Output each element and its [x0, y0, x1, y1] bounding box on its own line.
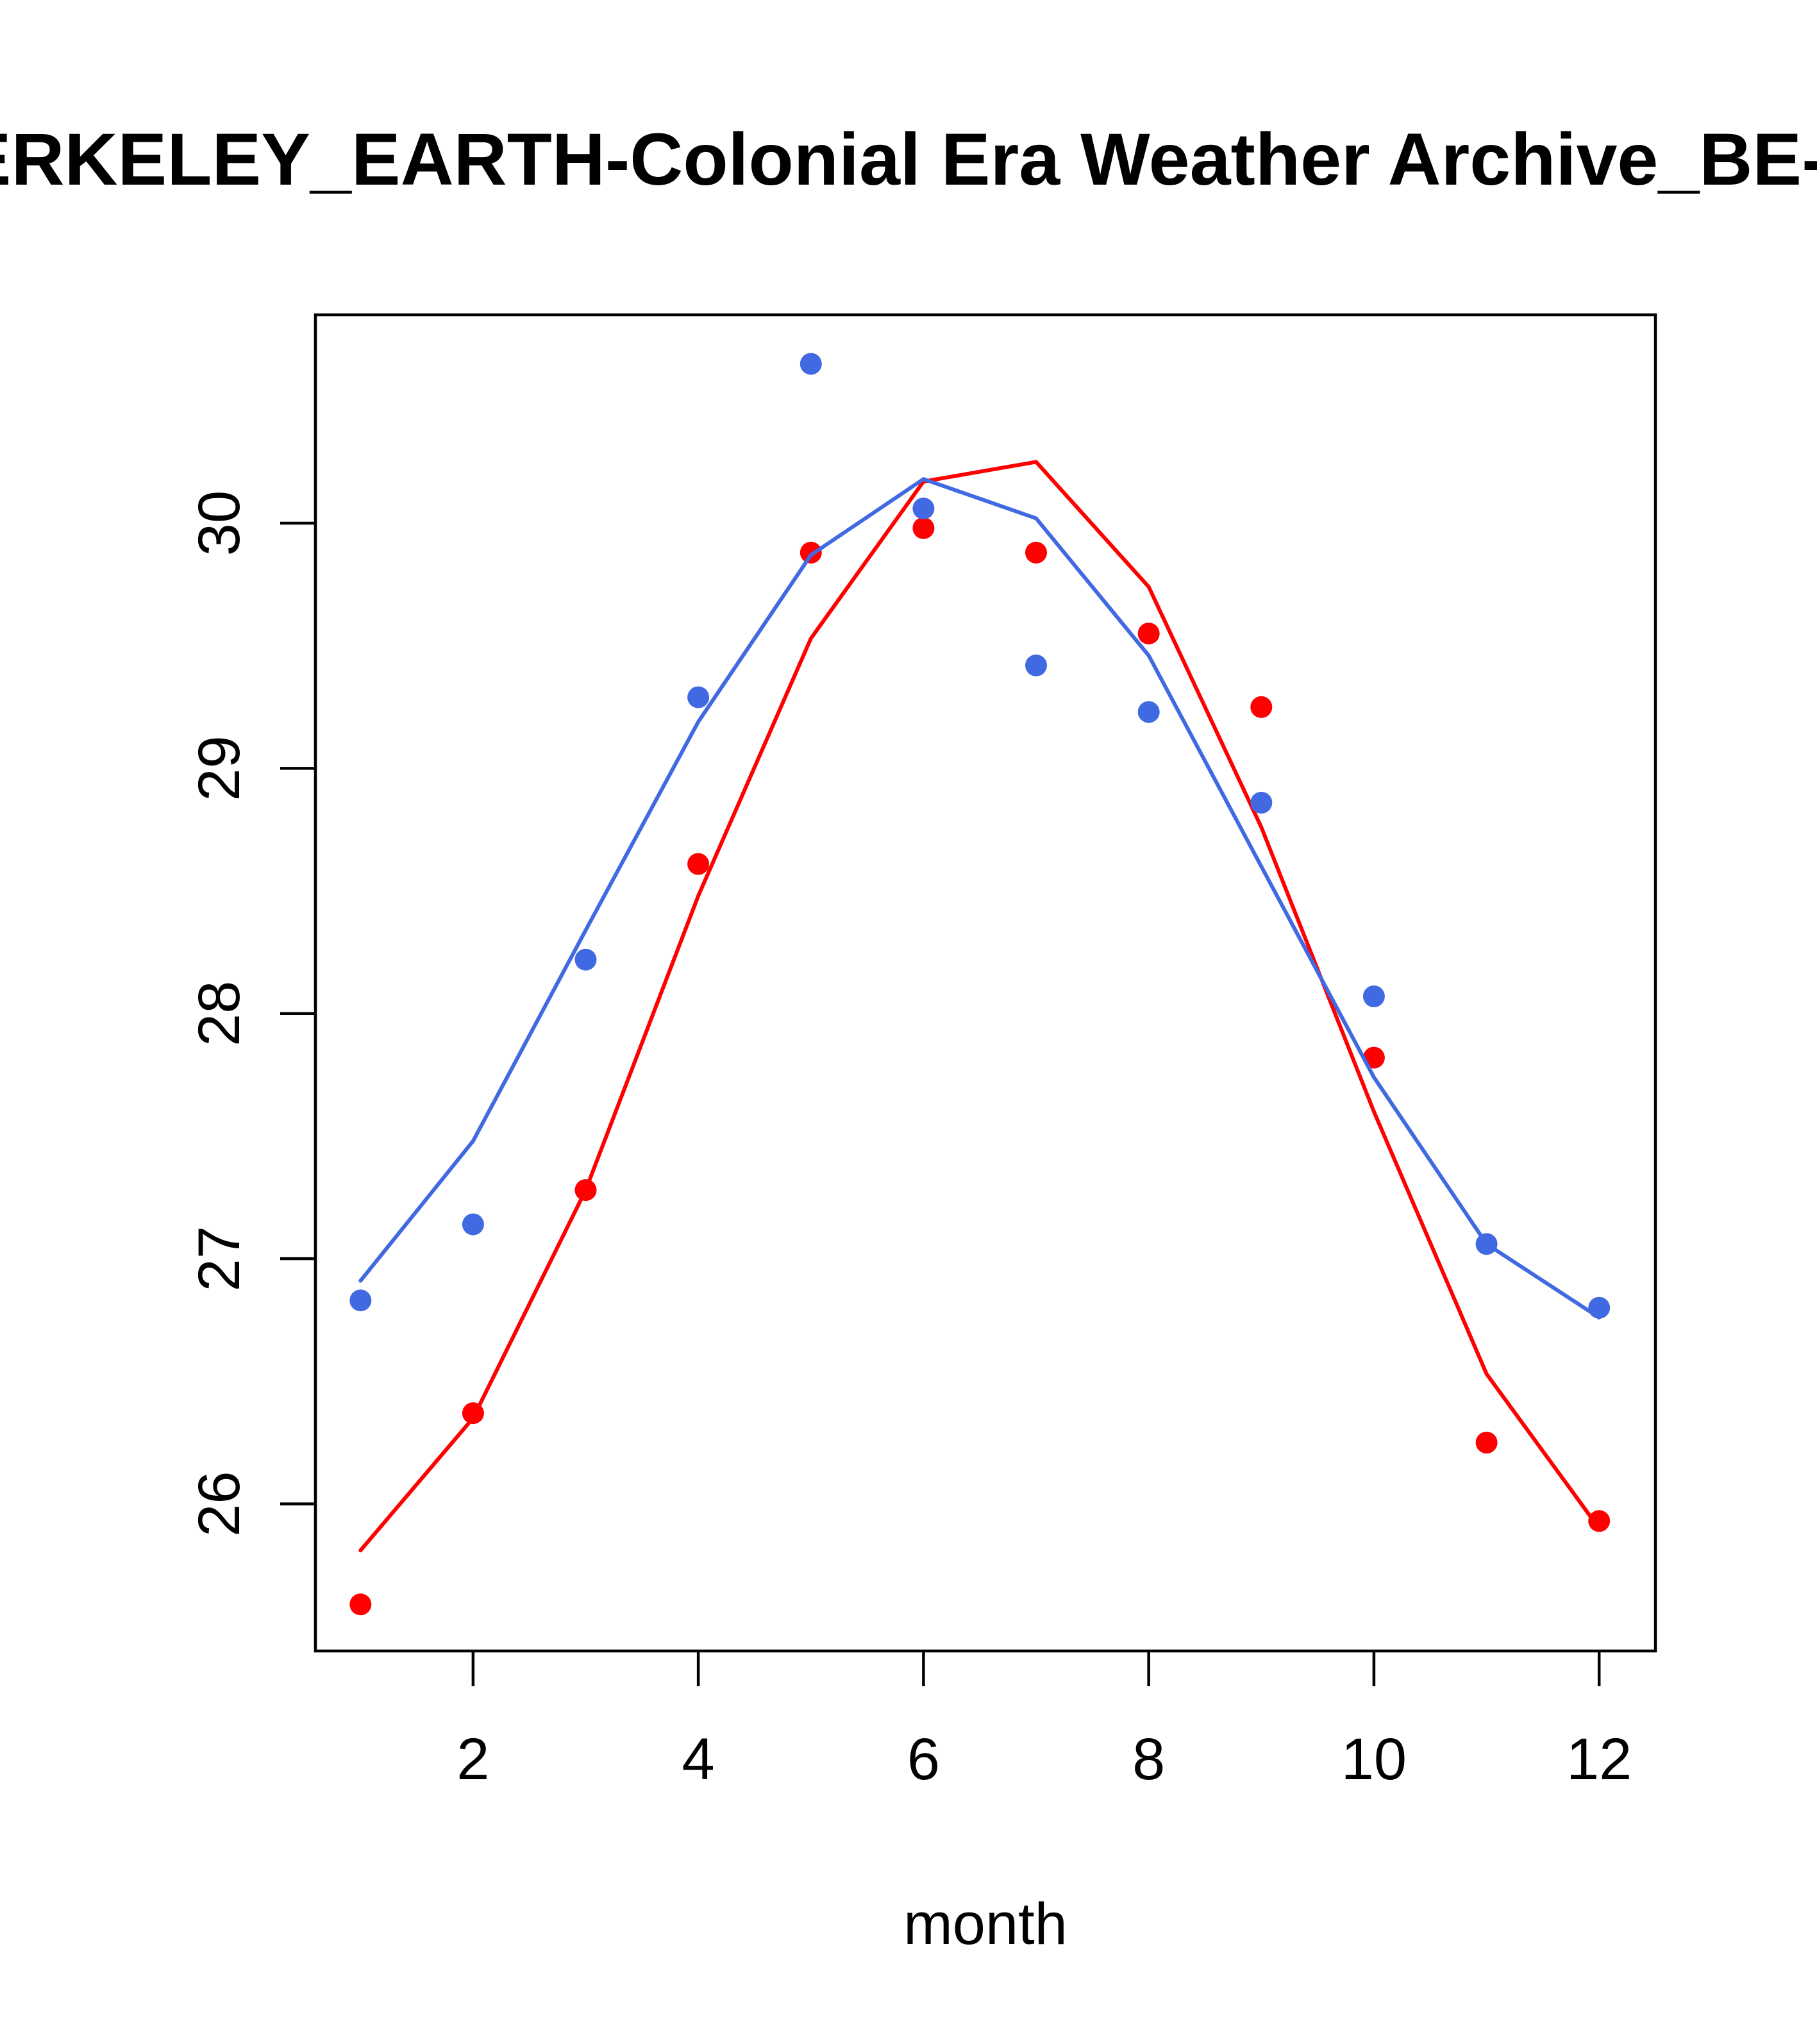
- series-1-point: [1137, 701, 1160, 723]
- series-0-point: [349, 1593, 372, 1616]
- series-1-point: [1475, 1233, 1498, 1255]
- series-1-point: [349, 1289, 372, 1312]
- series-0: [349, 460, 1611, 1616]
- x-tick-label: 2: [456, 1727, 489, 1792]
- y-axis: 26 27 28 29 30: [187, 490, 315, 1537]
- series-0-point: [1475, 1432, 1498, 1453]
- y-tick-label: 28: [187, 981, 252, 1046]
- series-1-point: [1025, 654, 1047, 676]
- series-1-point: [1250, 791, 1273, 814]
- y-tick-label: 26: [187, 1471, 252, 1536]
- series-1-point: [1362, 985, 1385, 1007]
- x-tick-label: 4: [682, 1727, 715, 1792]
- chart-title: BERKELEY_EARTH-Colonial Era Weather Arch…: [0, 119, 1817, 201]
- series-0-point: [1025, 541, 1047, 564]
- series-0-point: [574, 1179, 597, 1202]
- series-0-point: [1588, 1510, 1611, 1532]
- plot-frame: [314, 313, 1657, 1653]
- x-tick-label: 12: [1566, 1727, 1632, 1792]
- series-1-point: [800, 353, 822, 375]
- series-0-point: [912, 517, 935, 539]
- y-tick-label: 30: [187, 490, 252, 556]
- x-tick-label: 6: [907, 1727, 940, 1792]
- series-0-point: [800, 541, 822, 564]
- plot-area: [349, 353, 1611, 1616]
- series-0-point: [1137, 623, 1160, 645]
- series-0-point: [462, 1402, 484, 1425]
- series-0-point: [1250, 696, 1273, 718]
- x-tick-label: 10: [1341, 1727, 1407, 1792]
- series-1-point: [462, 1213, 484, 1236]
- series-1: [349, 353, 1611, 1319]
- y-tick-label: 29: [187, 735, 252, 801]
- series-1-point: [687, 686, 710, 708]
- x-axis: 2 4 6 8 10 12: [456, 1651, 1632, 1792]
- y-tick-label: 27: [187, 1226, 252, 1291]
- series-1-point: [1588, 1296, 1611, 1319]
- series-0-point: [687, 853, 710, 875]
- x-axis-label: month: [903, 1891, 1068, 1957]
- series-0-line: [358, 460, 1602, 1553]
- series-1-point: [574, 948, 597, 971]
- x-tick-label: 8: [1132, 1727, 1165, 1792]
- series-1-line: [358, 477, 1602, 1319]
- series-1-point: [912, 498, 935, 520]
